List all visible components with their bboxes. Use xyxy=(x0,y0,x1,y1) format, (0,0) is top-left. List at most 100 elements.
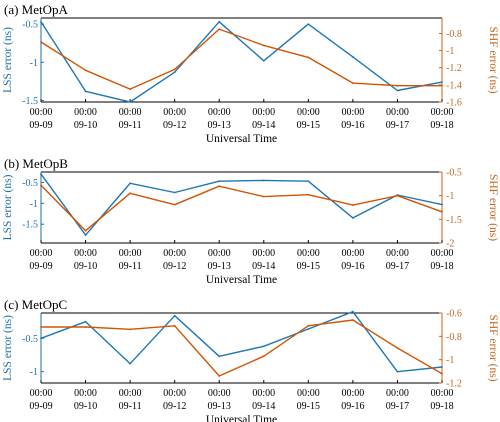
shf-series-line xyxy=(41,319,443,377)
x-tick-label-date: 09-12 xyxy=(163,261,186,272)
x-tick-label-time: 00:00 xyxy=(208,107,231,118)
x-tick-label-time: 00:00 xyxy=(252,248,275,259)
x-tick-label-date: 09-11 xyxy=(119,261,142,272)
right-y-axis-label: SHF error (ns) xyxy=(487,26,499,93)
lss-data-point xyxy=(129,101,132,103)
x-axis-label: Universal Time xyxy=(206,414,277,422)
x-tick-label-date: 09-09 xyxy=(29,401,52,412)
x-tick-label-time: 00:00 xyxy=(74,248,97,259)
x-tick-label-date: 09-14 xyxy=(252,261,275,272)
shf-series-line xyxy=(40,28,442,90)
x-tick-label-time: 00:00 xyxy=(386,388,409,399)
right-y-tick-label: -1 xyxy=(446,191,454,202)
x-tick-label-time: 00:00 xyxy=(297,107,320,118)
lss-data-point xyxy=(173,191,176,194)
x-tick-label-date: 09-13 xyxy=(208,401,231,412)
lss-data-point xyxy=(40,20,42,23)
lss-data-point xyxy=(84,234,87,236)
lss-data-point xyxy=(307,328,310,330)
x-tick-label-time: 00:00 xyxy=(386,107,409,118)
shf-data-point xyxy=(173,68,176,71)
lss-data-point xyxy=(441,203,443,206)
right-y-tick-label: -1 xyxy=(446,46,454,57)
x-tick-label-date: 09-10 xyxy=(74,401,97,412)
shf-data-point xyxy=(307,193,310,196)
x-tick-label-time: 00:00 xyxy=(163,388,186,399)
shf-data-point xyxy=(262,355,265,358)
left-y-tick-label: -1.5 xyxy=(22,96,38,107)
shf-series-line xyxy=(40,184,443,232)
x-tick-label-date: 09-18 xyxy=(430,261,453,272)
right-y-tick-label: -1 xyxy=(446,355,454,366)
x-tick-label-time: 00:00 xyxy=(252,107,275,118)
shf-data-point xyxy=(129,328,132,331)
panel-title: (c) MetOpC xyxy=(4,297,67,312)
x-tick-label-time: 00:00 xyxy=(163,248,186,259)
x-tick-label-time: 00:00 xyxy=(341,388,364,399)
x-tick-label-date: 09-16 xyxy=(341,401,364,412)
shf-data-point xyxy=(40,326,42,328)
panel-title: (a) MetOpA xyxy=(4,2,69,17)
shf-data-point xyxy=(307,56,310,59)
lss-data-point xyxy=(396,370,399,373)
x-tick-label-time: 00:00 xyxy=(341,107,364,118)
x-tick-label-time: 00:00 xyxy=(431,388,454,399)
x-tick-label-date: 09-15 xyxy=(297,120,320,131)
x-tick-label-date: 09-18 xyxy=(430,120,453,131)
x-tick-label-time: 00:00 xyxy=(341,248,364,259)
right-y-tick-label: -2 xyxy=(446,239,454,250)
left-y-axis-label: LSS error (ns) xyxy=(2,27,14,93)
x-tick-label-date: 09-09 xyxy=(29,261,52,272)
x-tick-label-date: 09-12 xyxy=(163,401,186,412)
lss-data-point xyxy=(40,173,42,175)
shf-data-point xyxy=(129,88,132,91)
lss-data-point xyxy=(218,355,221,358)
lss-series-line xyxy=(40,311,443,373)
x-tick-label-date: 09-17 xyxy=(386,261,409,272)
shf-data-point xyxy=(173,203,176,206)
lss-data-point xyxy=(351,217,354,219)
x-tick-label-time: 00:00 xyxy=(163,107,186,118)
shf-data-point xyxy=(441,210,443,213)
x-tick-label-date: 09-10 xyxy=(74,120,97,131)
shf-data-point xyxy=(262,44,265,47)
left-y-tick-label: -0.5 xyxy=(22,334,38,345)
right-y-tick-label: -0.8 xyxy=(446,332,462,343)
lss-data-point xyxy=(84,90,87,93)
shf-data-point xyxy=(84,229,87,232)
lss-data-point xyxy=(307,23,310,26)
x-tick-label-date: 09-15 xyxy=(297,261,320,272)
x-tick-label-date: 09-14 xyxy=(252,120,275,131)
left-y-tick-label: -1 xyxy=(30,367,38,378)
shf-data-point xyxy=(84,326,87,328)
x-tick-label-date: 09-09 xyxy=(29,120,52,131)
x-tick-label-time: 00:00 xyxy=(30,388,53,399)
shf-data-point xyxy=(129,192,132,195)
lss-data-point xyxy=(84,320,87,323)
right-y-tick-label: -1.2 xyxy=(446,63,462,74)
shf-data-point xyxy=(396,194,399,197)
x-tick-label-date: 09-18 xyxy=(430,401,453,412)
x-tick-label-date: 09-15 xyxy=(297,401,320,412)
lss-data-point xyxy=(307,180,310,183)
shf-data-point xyxy=(396,347,399,349)
lss-series-line xyxy=(40,21,443,103)
x-axis-label: Universal Time xyxy=(206,133,277,145)
shf-data-point xyxy=(218,28,221,31)
panel-title: (b) MetOpB xyxy=(4,156,68,171)
lss-data-point xyxy=(262,59,265,62)
lss-data-point xyxy=(173,71,176,74)
x-tick-label-date: 09-16 xyxy=(341,261,364,272)
shf-data-point xyxy=(307,324,310,327)
shf-data-point xyxy=(262,195,265,198)
lss-data-point xyxy=(351,56,354,58)
x-tick-label-time: 00:00 xyxy=(252,388,275,399)
left-y-axis-label: LSS error (ns) xyxy=(2,174,14,240)
x-tick-label-time: 00:00 xyxy=(119,107,142,118)
shf-data-point xyxy=(396,84,399,87)
shf-data-point xyxy=(351,204,354,207)
x-tick-label-date: 09-17 xyxy=(386,120,409,131)
x-tick-label-time: 00:00 xyxy=(119,248,142,259)
left-y-tick-label: -1.5 xyxy=(22,220,38,231)
shf-data-point xyxy=(40,41,42,43)
